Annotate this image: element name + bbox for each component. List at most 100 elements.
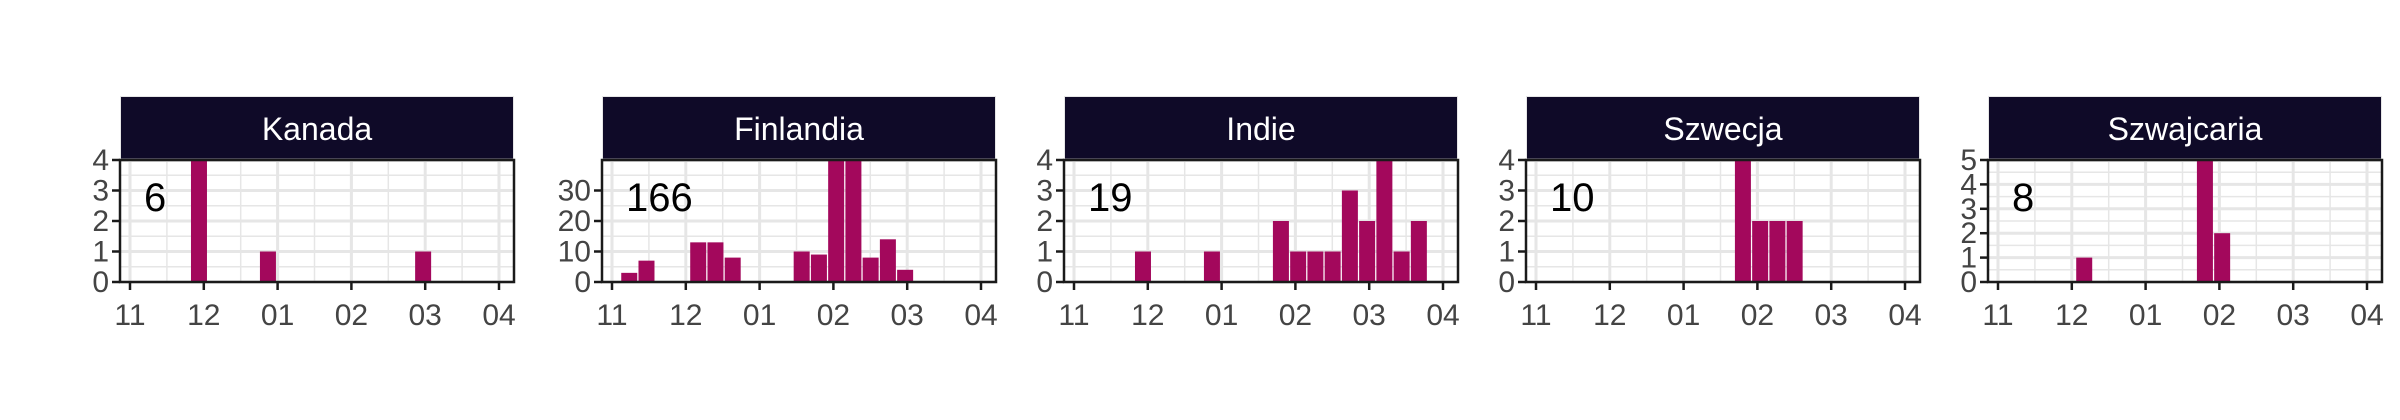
y-tick-label: 3 [1498, 175, 1515, 208]
x-tick-label: 12 [1593, 299, 1626, 332]
bar [1752, 221, 1769, 282]
y-tick-label: 3 [92, 175, 109, 208]
panel-border [1986, 158, 2384, 284]
y-tick-label: 0 [1498, 266, 1515, 299]
x-tick-label: 01 [1205, 299, 1238, 332]
x-tick-label: 01 [1667, 299, 1700, 332]
x-tick-label: 03 [1815, 299, 1848, 332]
bar [1410, 221, 1427, 282]
facet-title: Szwajcaria [2107, 110, 2263, 147]
bar [707, 242, 724, 282]
bar [259, 251, 276, 282]
y-tick-label: 3 [1960, 193, 1977, 226]
total-count-label: 166 [626, 176, 693, 220]
bar [1272, 221, 1289, 282]
bar [724, 257, 741, 282]
y-tick-label: 1 [1960, 242, 1977, 275]
bar [1307, 251, 1324, 282]
y-tick-label: 0 [574, 266, 591, 299]
y-tick-label: 1 [92, 236, 109, 269]
bar [638, 260, 655, 282]
facet-title: Finlandia [734, 110, 864, 147]
bar [879, 239, 896, 282]
y-tick-label: 2 [1498, 205, 1515, 238]
y-tick-label: 1 [1036, 236, 1053, 269]
x-tick-label: 02 [817, 299, 850, 332]
x-tick-label: 01 [261, 299, 294, 332]
bar [1359, 221, 1376, 282]
y-tick-label: 4 [92, 144, 109, 177]
x-tick-label: 04 [1888, 299, 1921, 332]
facet-title: Indie [1226, 110, 1296, 147]
bar [2076, 257, 2093, 282]
bar [1134, 251, 1151, 282]
x-tick-label: 11 [114, 299, 145, 332]
y-tick-label: 20 [558, 205, 591, 238]
y-tick-label: 0 [1960, 266, 1977, 299]
facet-strip: Finlandia [602, 96, 996, 162]
facet-strip: Szwecja [1526, 96, 1920, 162]
y-tick-label: 2 [1036, 205, 1053, 238]
x-tick-label: 02 [335, 299, 368, 332]
y-tick-label: 4 [1498, 144, 1515, 177]
facet-panel: Indie 0 1 2 3 4 11 12 01 02 03 04 19 [1036, 96, 1460, 386]
bar [2214, 233, 2231, 282]
bar [828, 160, 845, 282]
x-tick-label: 02 [1279, 299, 1312, 332]
facet-strip: Szwajcaria [1988, 96, 2382, 162]
y-tick-label: 4 [1960, 168, 1977, 201]
bar [1324, 251, 1341, 282]
x-tick-label: 03 [409, 299, 442, 332]
x-tick-label: 11 [1520, 299, 1551, 332]
bar [415, 251, 432, 282]
bar [1393, 251, 1410, 282]
x-tick-label: 03 [2277, 299, 2310, 332]
total-count-label: 10 [1550, 176, 1595, 220]
bar [1786, 221, 1803, 282]
bar [897, 269, 914, 282]
bar [1203, 251, 1220, 282]
bar [1290, 251, 1307, 282]
x-tick-label: 12 [1131, 299, 1164, 332]
y-tick-label: 3 [1036, 175, 1053, 208]
x-tick-label: 11 [596, 299, 627, 332]
bar [1341, 190, 1358, 282]
bar [1376, 160, 1393, 282]
y-tick-label: 2 [1960, 217, 1977, 250]
x-tick-label: 02 [2203, 299, 2236, 332]
facet-title: Szwecja [1663, 110, 1783, 147]
bar [190, 160, 207, 282]
x-tick-label: 01 [743, 299, 776, 332]
bar [862, 257, 879, 282]
x-tick-label: 02 [1741, 299, 1774, 332]
x-tick-label: 04 [1426, 299, 1459, 332]
facet-panel: Kanada 0 1 2 3 4 11 12 01 02 03 04 6 [92, 96, 516, 386]
y-tick-label: 2 [92, 205, 109, 238]
x-tick-label: 11 [1982, 299, 2013, 332]
total-count-label: 8 [2012, 176, 2034, 220]
x-tick-label: 04 [2350, 299, 2383, 332]
facet-strip: Kanada [120, 96, 514, 162]
x-tick-label: 12 [669, 299, 702, 332]
x-tick-label: 04 [482, 299, 515, 332]
x-tick-label: 12 [187, 299, 220, 332]
bar [1769, 221, 1786, 282]
y-tick-label: 10 [558, 236, 591, 269]
y-tick-label: 0 [1036, 266, 1053, 299]
total-count-label: 6 [144, 176, 166, 220]
total-count-label: 19 [1088, 176, 1133, 220]
bar [845, 160, 862, 282]
bar [690, 242, 707, 282]
y-tick-label: 1 [1498, 236, 1515, 269]
x-tick-label: 03 [1353, 299, 1386, 332]
bar [810, 254, 827, 282]
facet-panel: Szwajcaria 0 1 2 3 4 5 11 12 01 02 03 04 8 [1960, 96, 2384, 386]
x-tick-label: 04 [964, 299, 997, 332]
x-tick-label: 03 [891, 299, 924, 332]
